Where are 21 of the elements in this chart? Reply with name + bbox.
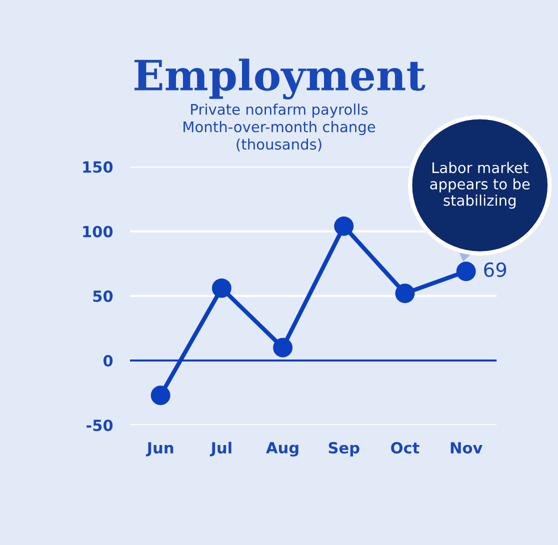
annotation: Labor market appears to be stabilizing — [430, 162, 530, 209]
data-label: 69 — [484, 262, 506, 278]
y-tick-label: 150 — [83, 161, 113, 173]
chart-subtitle: Private nonfarm payrolls Month-over-month change (thousands) — [184, 104, 376, 152]
point — [395, 284, 415, 304]
x-tick-label: Jun — [146, 442, 174, 456]
y-tick-label: 100 — [83, 226, 113, 238]
point — [456, 262, 476, 282]
point — [150, 386, 170, 406]
x-tick-label: Jul — [210, 442, 232, 456]
x-tick-label: Nov — [450, 442, 482, 454]
y-tick-label: 0 — [103, 354, 113, 367]
x-tick-label: Oct — [391, 442, 420, 454]
chart-title: Employment — [134, 58, 426, 100]
x-tick-label: Aug — [266, 442, 298, 457]
y-tick-label: 50 — [93, 290, 113, 302]
x-tick-label: Sep — [328, 442, 360, 457]
point — [273, 338, 292, 358]
point — [334, 216, 354, 236]
y-tick-label: -50 — [86, 420, 113, 432]
point — [212, 278, 232, 298]
